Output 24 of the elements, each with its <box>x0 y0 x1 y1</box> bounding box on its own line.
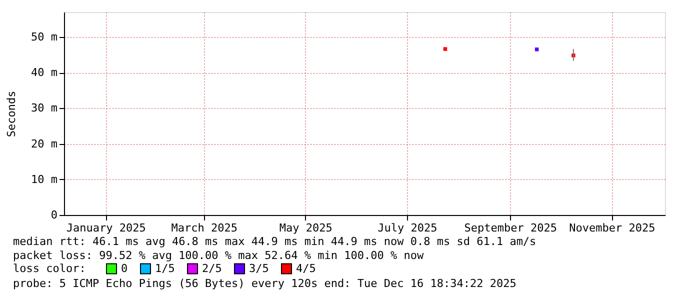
y-tick-label: 0 <box>50 208 58 222</box>
legend-label: 2/5 <box>202 262 222 275</box>
y-axis-title: Seconds <box>5 90 18 138</box>
y-tick-label: 10 m <box>31 172 58 186</box>
x-tick-label: November 2025 <box>569 222 656 234</box>
x-tick-label: September 2025 <box>464 222 558 234</box>
y-tick-label: 30 m <box>31 102 58 115</box>
y-tick-label: 50 m <box>31 30 58 44</box>
x-tick-label: March 2025 <box>171 222 238 234</box>
x-tick-label: July 2025 <box>378 222 438 234</box>
x-tick-label: January 2025 <box>66 222 146 234</box>
legend-label: 4/5 <box>296 262 316 275</box>
text: packet loss: 99.52 % avg 100.00 % max 52.64 % min 100.00 % now <box>13 249 424 262</box>
text: median rtt: 46.1 ms avg 46.8 ms max 44.9 ms min 44.9 ms now 0.8 ms sd 61.1 am/s <box>13 235 536 248</box>
legend-label: 3/5 <box>249 262 269 275</box>
point <box>534 48 539 52</box>
y-tick-label: 20 m <box>31 137 58 150</box>
x-tick-label: May 2025 <box>279 222 332 234</box>
point <box>443 47 448 51</box>
legend-label: 1/5 <box>155 262 175 275</box>
text: probe: 5 ICMP Echo Pings (56 Bytes) every 120s end: Tue Dec 16 18:34:22 2025 <box>13 277 516 290</box>
legend-title: loss color: <box>13 262 86 275</box>
legend-label: 0 <box>121 262 128 275</box>
y-tick-label: 40 m <box>31 66 58 80</box>
